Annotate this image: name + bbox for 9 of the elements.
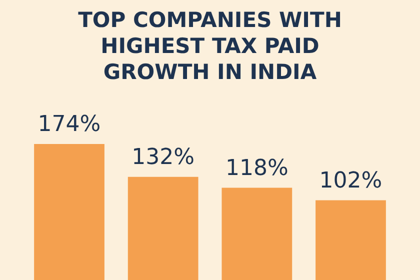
bar: [34, 144, 104, 280]
data-label: 102%: [319, 168, 382, 194]
data-label: 118%: [225, 156, 288, 181]
bar: [222, 188, 292, 280]
data-label: 174%: [38, 112, 101, 137]
data-label: 132%: [132, 144, 195, 170]
chart-title: TOP COMPANIES WITH HIGHEST TAX PAID GROWTH IN INDIA: [78, 8, 342, 84]
bar: [316, 200, 386, 280]
bar: [128, 176, 198, 280]
